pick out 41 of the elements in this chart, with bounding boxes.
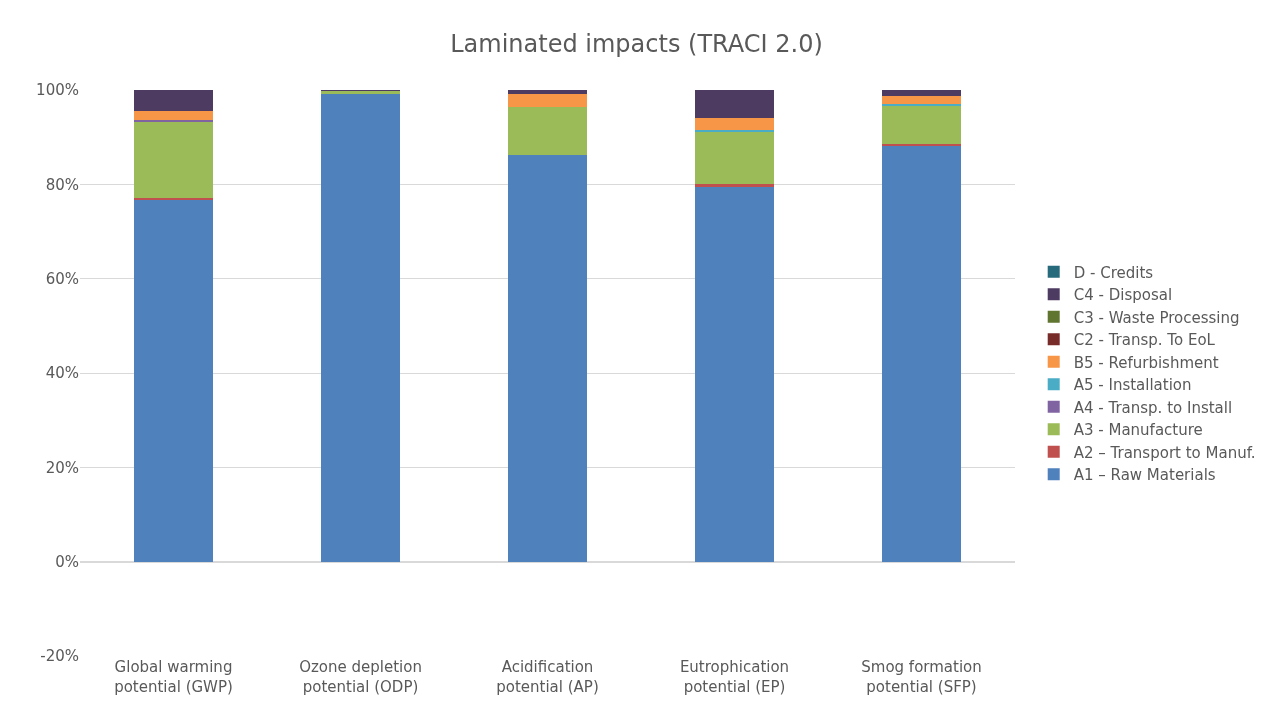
bar (695, 90, 774, 118)
x-tick-label: Ozone depletion potential (ODP) (299, 658, 422, 696)
bar (508, 155, 587, 562)
bar (134, 121, 213, 198)
bar (134, 90, 213, 111)
legend-label: A2 – Transport to Manuf. (1073, 443, 1256, 462)
bar (695, 117, 774, 130)
x-tick-label: Acidification potential (AP) (496, 658, 599, 696)
x-tick-label: Smog formation potential (SFP) (861, 658, 982, 696)
y-tick-label: 40% (45, 364, 79, 383)
chart-title: Laminated impacts (TRACI 2.0) (450, 30, 823, 59)
y-tick-label: 60% (45, 269, 79, 288)
y-tick-label: 100% (36, 81, 79, 100)
y-tick-label: 20% (45, 458, 79, 477)
y-tick-label: -20% (40, 647, 79, 666)
legend-label: C2 - Transp. To EoL (1073, 331, 1216, 350)
bar (882, 90, 961, 96)
legend-label: A5 - Installation (1073, 376, 1192, 395)
bar (321, 93, 400, 562)
bar (695, 131, 774, 185)
legend-label: D - Credits (1073, 263, 1154, 282)
y-tick-label: 0% (55, 552, 79, 571)
bar (508, 90, 587, 94)
bar (882, 95, 961, 104)
bar (134, 110, 213, 120)
legend-label: C3 - Waste Processing (1073, 308, 1240, 327)
bar (695, 184, 774, 187)
y-tick-label: 80% (45, 175, 79, 194)
legend-label: A3 - Manufacture (1073, 421, 1203, 440)
bar (508, 93, 587, 107)
bar (134, 199, 213, 562)
legend-label: A4 - Transp. to Install (1073, 398, 1233, 417)
bar (882, 105, 961, 145)
bar (882, 145, 961, 562)
legend-label: C4 - Disposal (1073, 286, 1173, 305)
bar (695, 186, 774, 562)
legend-label: A1 – Raw Materials (1073, 466, 1216, 485)
x-tick-label: Eutrophication potential (EP) (679, 658, 790, 696)
x-tick-label: Global warming potential (GWP) (114, 658, 233, 696)
legend-label: B5 - Refurbishment (1073, 353, 1219, 372)
bar (508, 106, 587, 156)
